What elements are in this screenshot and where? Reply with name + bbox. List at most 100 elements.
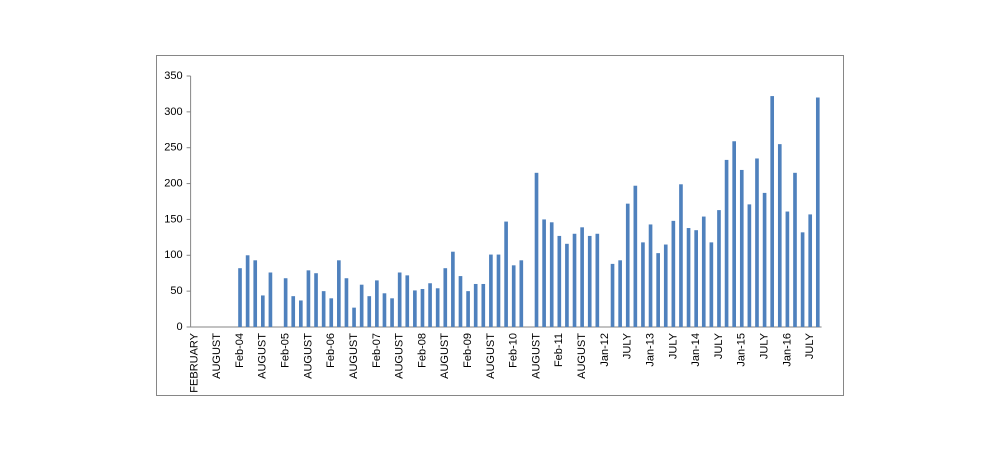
- bar: [717, 210, 721, 327]
- bar: [800, 232, 805, 327]
- bar: [420, 288, 425, 327]
- bar: [739, 169, 744, 327]
- bar: [671, 220, 676, 327]
- bar: [473, 283, 478, 327]
- bar: [413, 290, 417, 327]
- bar: [443, 268, 448, 327]
- bar: [435, 288, 440, 327]
- bar: [504, 221, 508, 327]
- x-tick-label: JULY: [758, 332, 770, 359]
- bar: [747, 204, 752, 327]
- bar: [367, 296, 372, 327]
- bar: [610, 263, 615, 327]
- y-tick-label: 50: [170, 285, 182, 297]
- bar: [694, 230, 698, 327]
- bar: [557, 235, 562, 327]
- bar: [496, 254, 501, 327]
- bar: [549, 222, 554, 327]
- bar: [458, 276, 463, 327]
- bar: [770, 96, 775, 327]
- bar: [709, 242, 714, 327]
- bar: [686, 228, 691, 327]
- x-tick-label: AUGUST: [302, 333, 314, 379]
- bar: [808, 214, 813, 327]
- x-tick-label: JULY: [622, 332, 634, 359]
- bar: [268, 272, 273, 327]
- bar: [815, 97, 820, 327]
- x-tick-label: Jan-14: [690, 333, 702, 367]
- bar: [306, 270, 311, 327]
- bar: [641, 242, 645, 327]
- bar: [679, 184, 683, 327]
- x-tick-label: JULY: [804, 332, 816, 359]
- bar: [618, 260, 622, 327]
- y-tick-label: 150: [164, 213, 182, 225]
- x-tick-label: AUGUST: [348, 333, 360, 379]
- bar: [337, 260, 341, 327]
- x-tick-label: Jan-13: [644, 333, 656, 367]
- bar: [724, 159, 729, 327]
- bar: [777, 144, 782, 327]
- bar: [291, 296, 296, 327]
- bar: [701, 216, 706, 327]
- bar: [329, 298, 334, 327]
- y-tick-label: 350: [164, 70, 182, 82]
- bar: [595, 233, 600, 327]
- bar: [625, 203, 630, 327]
- y-tick-label: 200: [164, 177, 182, 189]
- bar: [352, 307, 356, 327]
- bar: [489, 254, 493, 327]
- y-tick-label: 100: [164, 249, 182, 261]
- bar: [542, 219, 546, 327]
- bar: [283, 278, 288, 327]
- bar: [451, 251, 455, 327]
- bar: [762, 192, 767, 327]
- bar: [534, 172, 539, 327]
- bar: [253, 260, 258, 327]
- x-tick-label: AUGUST: [211, 333, 223, 379]
- bar: [633, 185, 638, 327]
- bar: [755, 158, 759, 327]
- x-tick-label: Feb-08: [416, 333, 428, 368]
- bar: [481, 283, 486, 327]
- y-tick-label: 250: [164, 142, 182, 154]
- bar: [238, 268, 242, 327]
- x-tick-label: AUGUST: [576, 333, 588, 379]
- x-tick-label: Feb-10: [508, 333, 520, 368]
- bar: [565, 243, 569, 327]
- bar: [519, 260, 524, 327]
- bar: [321, 291, 326, 327]
- bar: [299, 300, 303, 327]
- x-tick-label: Jan-15: [736, 333, 748, 367]
- bar: [785, 211, 790, 327]
- x-tick-label: Feb-06: [325, 333, 337, 368]
- x-tick-label: Feb-11: [553, 333, 565, 367]
- x-tick-label: Feb-04: [234, 333, 246, 368]
- bar: [344, 278, 349, 327]
- x-tick-label: AUGUST: [439, 333, 451, 379]
- x-tick-label: AUGUST: [257, 333, 269, 379]
- x-tick-label: JULY: [713, 332, 725, 359]
- bar: [390, 298, 394, 327]
- bar: [648, 224, 653, 327]
- x-tick-label: Feb-07: [371, 333, 383, 368]
- bar: [375, 280, 379, 327]
- bar: [572, 233, 577, 327]
- x-tick-label: AUGUST: [485, 333, 497, 379]
- x-tick-label: Jan-12: [599, 333, 611, 367]
- x-tick-label: Feb-09: [462, 333, 474, 368]
- bar: [663, 244, 668, 327]
- bar: [656, 253, 660, 327]
- bar: [245, 255, 250, 327]
- x-tick-label: Feb-05: [280, 333, 292, 368]
- x-tick-label: AUGUST: [530, 333, 542, 379]
- x-tick-label: JULY: [667, 332, 679, 359]
- chart-border: [156, 55, 844, 396]
- bar: [405, 275, 410, 327]
- bar: [260, 295, 265, 327]
- bar: [580, 227, 584, 327]
- x-tick-label: Jan-16: [781, 333, 793, 367]
- bar: [428, 283, 432, 327]
- bar: [793, 172, 797, 327]
